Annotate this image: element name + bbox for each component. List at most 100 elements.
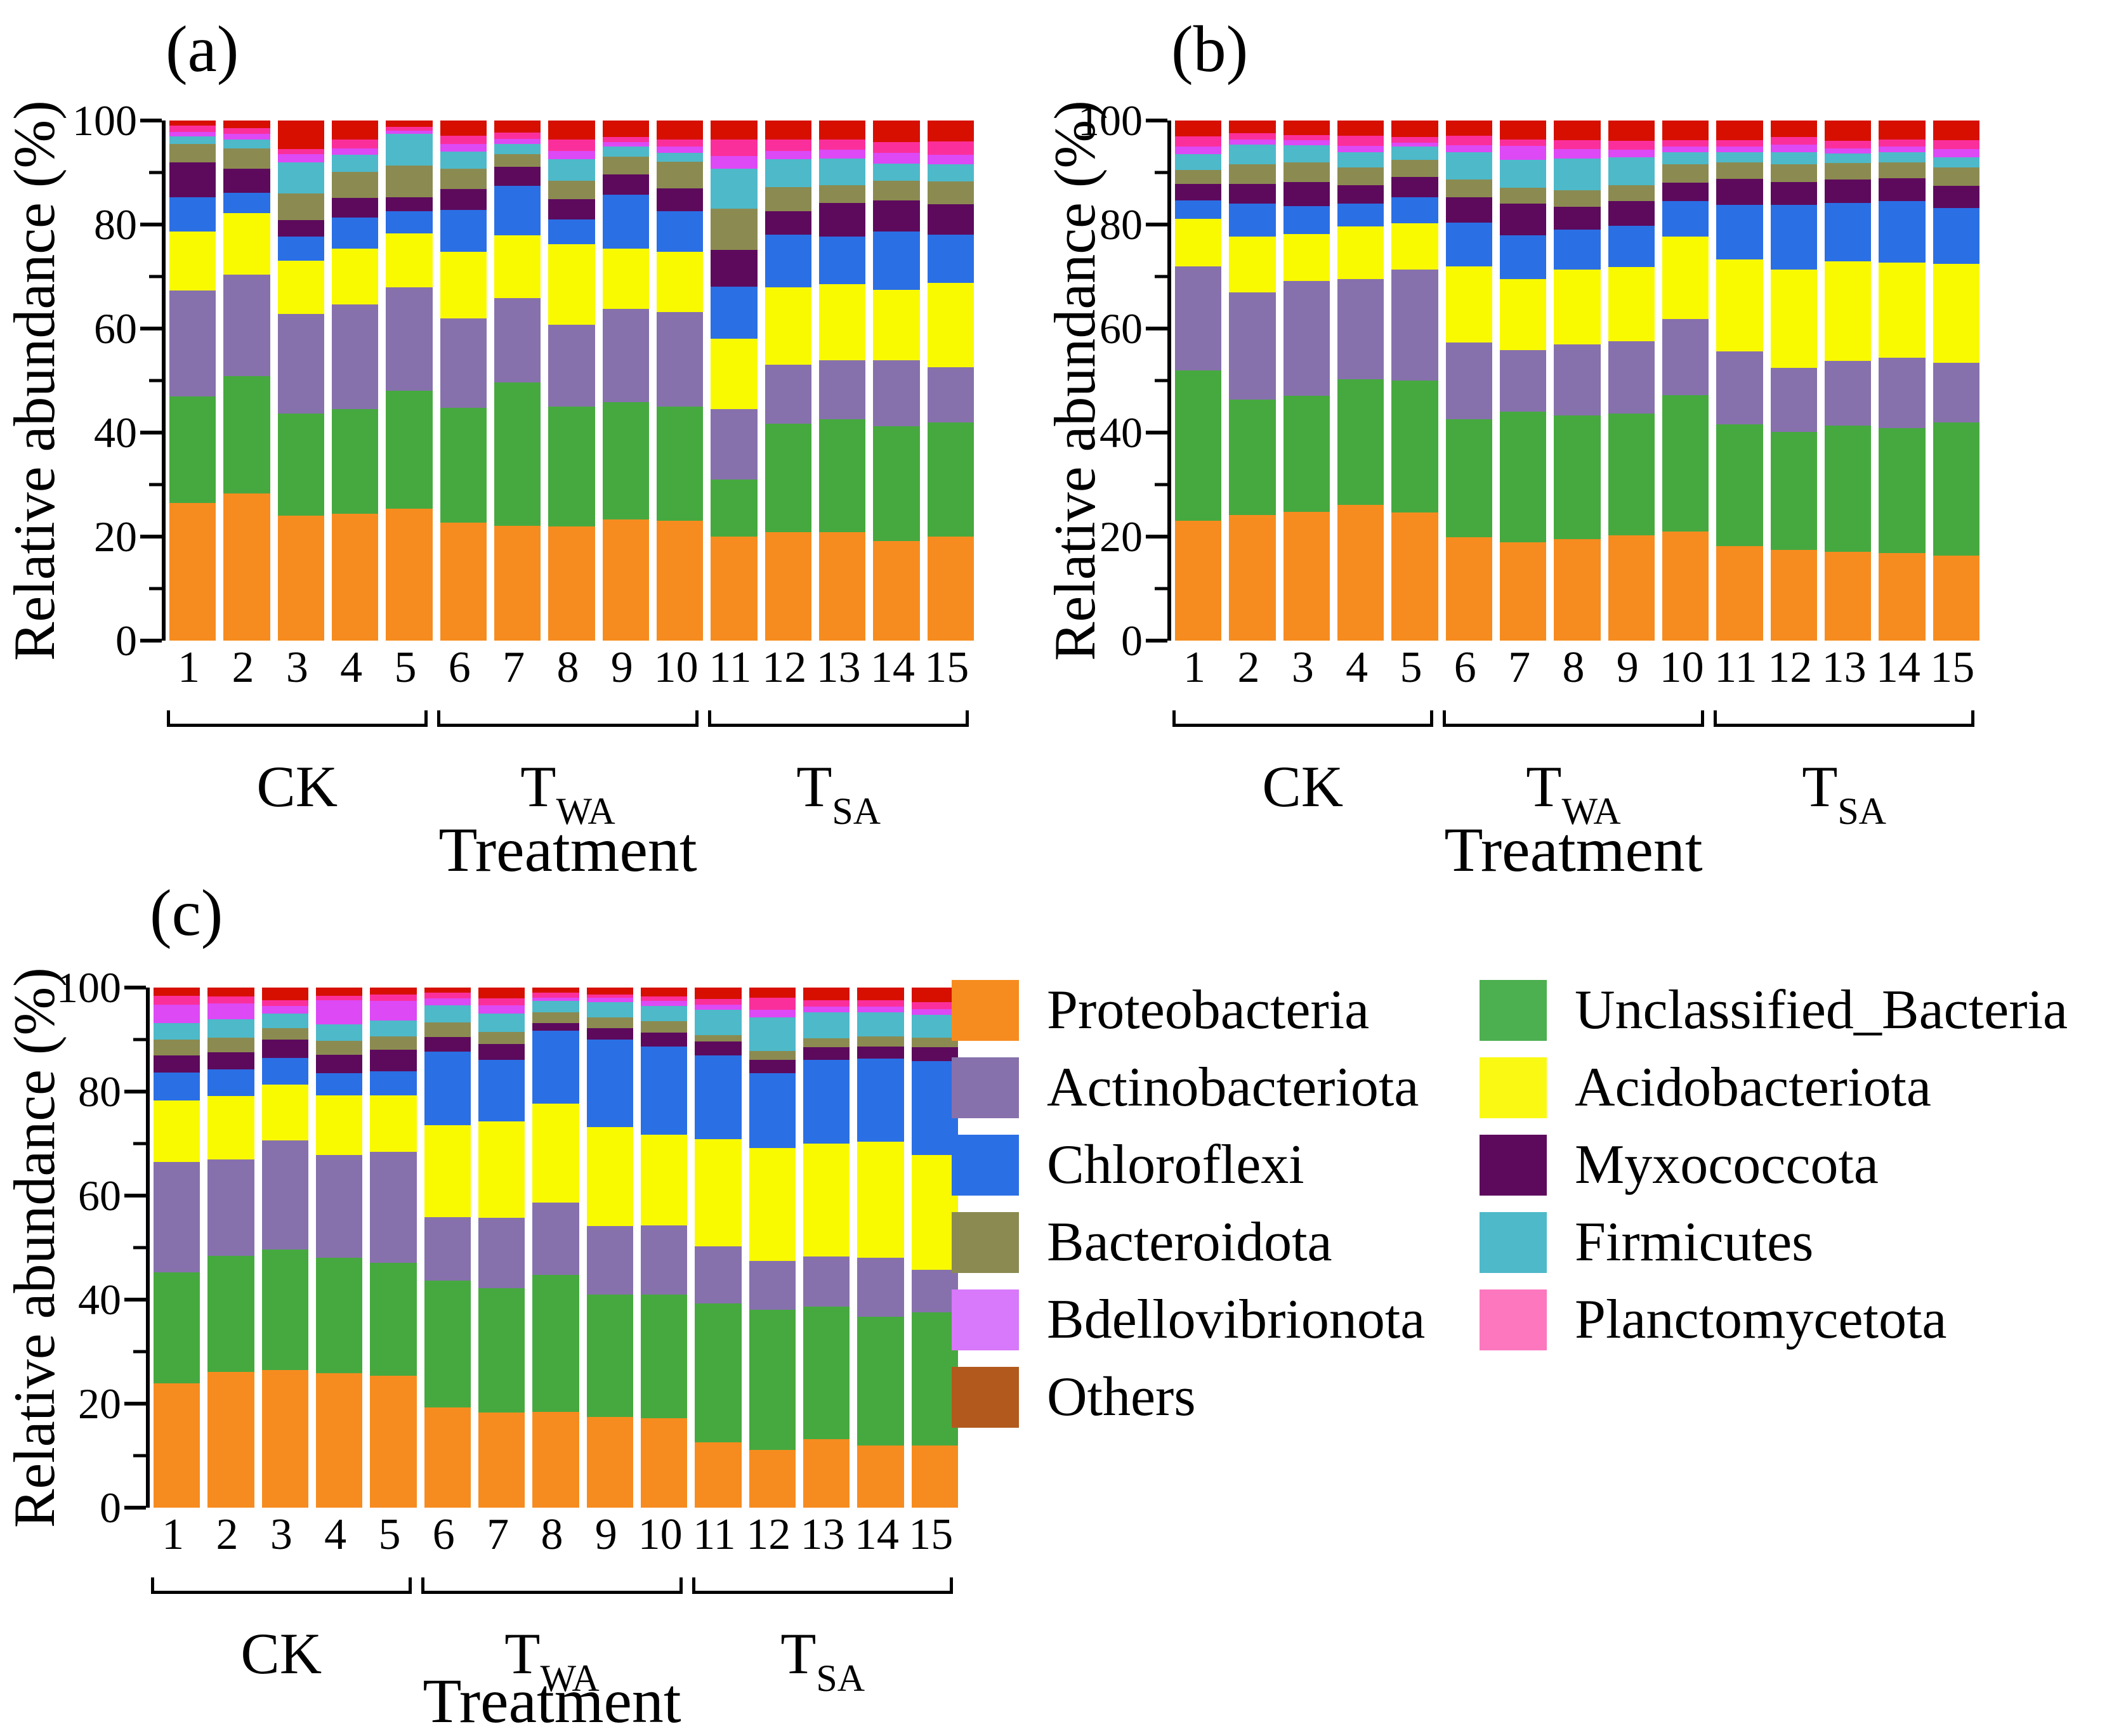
bar-segment-proteobacteria [586, 1417, 633, 1508]
group-label-row: CK TWA TSA [162, 742, 974, 832]
bar-slot [258, 988, 312, 1508]
stacked-bar-sample-9 [1608, 121, 1655, 641]
bar-segment-actinobacteriota [548, 325, 595, 407]
bar-segment-bacteroidota [1554, 190, 1601, 207]
stacked-bar-sample-9 [602, 121, 649, 641]
legend-label: Actinobacteriota [1047, 1057, 1419, 1118]
bar-segment-bdellovibrionota [1283, 140, 1330, 146]
bar-segment-acidobacteriota [440, 251, 487, 318]
bar-segment-proteobacteria [261, 1369, 308, 1508]
x-tick-label: 9 [1616, 643, 1639, 692]
bar-segment-bacteroidota [1933, 167, 1979, 186]
stacked-bar-sample-15 [911, 988, 958, 1508]
bar-segment-chloroflexi [532, 1031, 579, 1104]
bar-segment-bacteroidota [803, 1038, 850, 1048]
bar-segment-bdellovibrionota [494, 138, 541, 144]
bar-segment-unclassified_bacteria [370, 1262, 417, 1376]
bar-segment-others [1174, 121, 1222, 136]
bar-segment-bacteroidota [818, 185, 866, 204]
bar-segment-acidobacteriota [1933, 264, 1979, 363]
bar-segment-unclassified_bacteria [223, 376, 270, 493]
bar-segment-unclassified_bacteria [207, 1256, 254, 1372]
bar-segment-firmicutes [749, 1017, 796, 1052]
bar-segment-firmicutes [911, 1014, 958, 1038]
bar-slot [544, 121, 598, 641]
bar-segment-bacteroidota [331, 172, 379, 199]
bar-segment-firmicutes [1933, 157, 1979, 167]
bar-slot [869, 121, 923, 641]
bar-segment-planctomycetota [1662, 140, 1709, 147]
bar-segment-others [370, 988, 417, 995]
legend-item-acidobacteriota: Acidobacteriota [1480, 1057, 2068, 1118]
bar-segment-bdellovibrionota [586, 997, 633, 1003]
bar-segment-bdellovibrionota [1933, 149, 1979, 158]
bar-segment-chloroflexi [711, 287, 758, 339]
bar-segment-planctomycetota [261, 1000, 308, 1006]
bar-segment-firmicutes [153, 1022, 200, 1040]
bar-segment-others [1445, 121, 1492, 136]
bar-segment-actinobacteriota [440, 318, 487, 408]
bar-segment-others [548, 121, 595, 140]
bar-segment-myxococcota [277, 220, 324, 237]
bar-segment-proteobacteria [370, 1375, 417, 1508]
legend-swatch [1480, 1135, 1547, 1196]
bar-segment-actinobacteriota [586, 1226, 633, 1295]
bar-segment-myxococcota [602, 174, 649, 195]
y-axis-minor-tick [133, 1038, 146, 1041]
bar-segment-actinobacteriota [1608, 341, 1655, 414]
bar-segment-planctomycetota [1824, 141, 1872, 148]
legend-swatch [952, 1135, 1019, 1196]
bar-segment-firmicutes [1608, 157, 1655, 185]
bar-segment-firmicutes [331, 155, 379, 173]
bar-segment-planctomycetota [749, 997, 796, 1010]
bar-segment-planctomycetota [169, 126, 216, 133]
stacked-bar-sample-4 [315, 988, 363, 1508]
bar-segment-myxococcota [386, 197, 433, 211]
bar-segment-chloroflexi [818, 236, 866, 284]
y-axis-title: Relative abundance (%) [2, 967, 67, 1528]
bars-layer [150, 988, 962, 1508]
legend-item-proteobacteria: Proteobacteria [952, 980, 1425, 1041]
bar-segment-actinobacteriota [1770, 367, 1817, 433]
bar-segment-acidobacteriota [695, 1139, 742, 1246]
y-tick-label: 80 [94, 200, 137, 249]
stacked-bar-sample-2 [207, 988, 254, 1508]
x-tick-label: 2 [232, 643, 254, 692]
bar-segment-acidobacteriota [656, 251, 704, 312]
bar-segment-bdellovibrionota [1608, 150, 1655, 158]
bar-segment-firmicutes [424, 1005, 471, 1022]
bar-segment-actinobacteriota [818, 360, 866, 419]
bar-segment-actinobacteriota [765, 364, 811, 424]
bar-segment-others [478, 988, 525, 999]
bar-segment-firmicutes [1662, 152, 1709, 164]
bar-segment-acidobacteriota [277, 261, 324, 315]
bar-segment-bacteroidota [277, 193, 324, 221]
bar-segment-acidobacteriota [640, 1135, 688, 1225]
bar-slot [853, 988, 907, 1508]
bar-segment-bacteroidota [207, 1037, 254, 1052]
group-label-T_WA: TWA [421, 1621, 682, 1699]
bar-segment-unclassified_bacteria [1770, 432, 1817, 551]
bar-segment-unclassified_bacteria [1554, 415, 1601, 540]
bar-segment-others [602, 121, 649, 137]
y-axis-major-tick [140, 639, 162, 643]
bar-segment-actinobacteriota [1445, 343, 1492, 419]
bar-segment-bacteroidota [1283, 162, 1330, 182]
bar-slot [150, 988, 204, 1508]
bar-segment-actinobacteriota [1391, 269, 1438, 381]
bar-segment-actinobacteriota [857, 1258, 904, 1317]
bar-segment-bdellovibrionota [223, 133, 270, 140]
bar-segment-acidobacteriota [1391, 223, 1438, 270]
bar-segment-proteobacteria [494, 525, 541, 641]
bar-segment-unclassified_bacteria [315, 1258, 363, 1373]
stacked-bar-sample-12 [749, 988, 796, 1508]
x-tick-row: 1 2 3 4 5 6 7 8 9 10 11 12 13 14 15 [1167, 646, 1979, 690]
stacked-bar-sample-12 [765, 121, 811, 641]
bar-segment-planctomycetota [640, 996, 688, 1002]
bar-segment-bdellovibrionota [765, 150, 811, 159]
bar-segment-myxococcota [640, 1033, 688, 1047]
panel-letter-c: (c) [150, 877, 223, 950]
bar-segment-myxococcota [656, 188, 704, 211]
bar-segment-chloroflexi [223, 193, 270, 213]
bar-segment-bacteroidota [656, 161, 704, 188]
